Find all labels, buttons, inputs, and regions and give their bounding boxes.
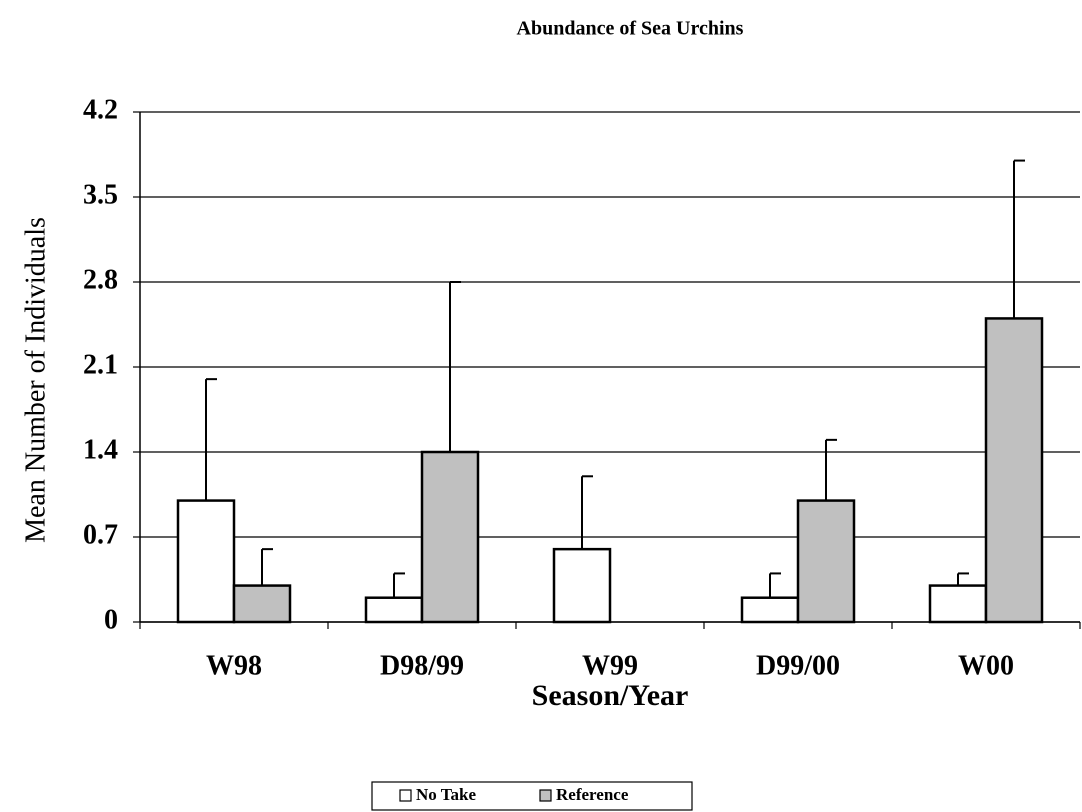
x-tick-label: D98/99 [380, 650, 464, 681]
y-tick-label: 2.8 [83, 264, 118, 295]
y-tick-label: 4.2 [83, 94, 118, 125]
y-tick-label: 3.5 [83, 179, 118, 210]
legend-label: Reference [556, 785, 629, 804]
legend-swatch [539, 789, 552, 802]
x-tick-label: W00 [958, 650, 1014, 681]
y-tick-label: 0 [104, 604, 118, 635]
error-bar [449, 281, 461, 452]
legend-box [371, 781, 693, 811]
bar [364, 596, 424, 624]
error-bar [1013, 159, 1025, 319]
error-bar [581, 475, 593, 550]
x-axis-label: Season/Year [532, 679, 689, 712]
bar [796, 499, 856, 624]
legend-swatch [399, 789, 412, 802]
legend-label: No Take [416, 785, 476, 804]
y-axis-label: Mean Number of Individuals [20, 217, 51, 543]
error-bar [205, 378, 217, 501]
error-bar [261, 548, 273, 586]
x-tick-label: W98 [206, 650, 262, 681]
x-tick-label: D99/00 [756, 650, 840, 681]
bar [552, 547, 612, 624]
y-tick-label: 0.7 [83, 519, 118, 550]
bar [740, 596, 800, 624]
error-bar [393, 572, 405, 598]
y-tick-label: 2.1 [83, 349, 118, 380]
error-bar [769, 572, 781, 598]
bar [984, 317, 1044, 624]
bar [420, 450, 480, 624]
x-tick-label: W99 [582, 650, 638, 681]
error-bar [825, 438, 837, 501]
bar [232, 584, 292, 624]
bar [928, 584, 988, 624]
y-tick-label: 1.4 [83, 434, 118, 465]
bar [176, 499, 236, 624]
error-bar [957, 572, 969, 586]
chart-title: Abundance of Sea Urchins [517, 18, 744, 40]
